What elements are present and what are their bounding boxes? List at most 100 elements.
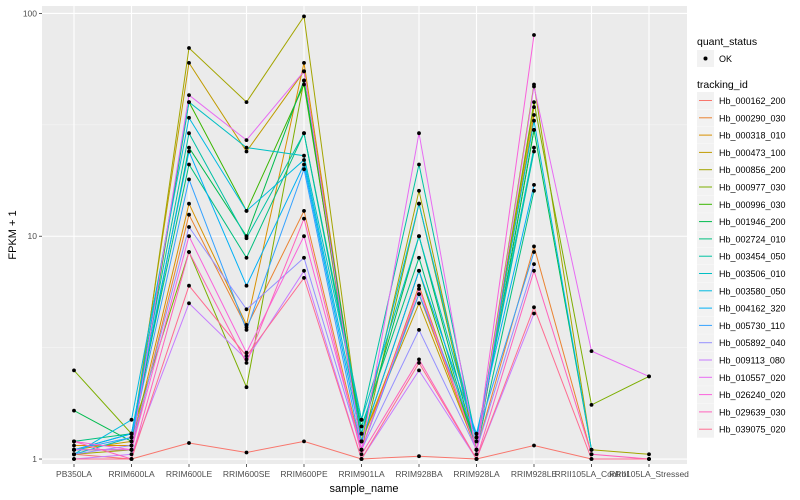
data-point bbox=[244, 255, 249, 260]
data-point bbox=[359, 447, 364, 452]
legend-label-Hb_005730_110: Hb_005730_110 bbox=[719, 321, 785, 331]
x-tick-label: RRIM928BA bbox=[395, 469, 443, 479]
panel-background bbox=[42, 6, 687, 464]
series-line-Hb_000290_030 bbox=[74, 209, 592, 455]
data-point bbox=[72, 457, 76, 461]
data-point bbox=[244, 138, 249, 143]
x-tick-label: RRII105LA_Control bbox=[555, 469, 629, 479]
data-point bbox=[359, 452, 364, 457]
data-point bbox=[417, 301, 421, 306]
data-point bbox=[532, 311, 536, 316]
x-tick-label: PB350LA bbox=[56, 469, 92, 479]
data-point bbox=[417, 234, 421, 239]
legend-label-Hb_000996_030: Hb_000996_030 bbox=[719, 200, 786, 210]
legend-label-Hb_002724_010: Hb_002724_010 bbox=[719, 234, 786, 244]
data-point bbox=[187, 131, 191, 136]
data-point bbox=[532, 149, 536, 154]
legend-title-tracking-id: tracking_id bbox=[697, 79, 748, 91]
data-point bbox=[187, 100, 191, 104]
data-point bbox=[302, 131, 306, 136]
data-point bbox=[129, 443, 134, 448]
data-point bbox=[532, 113, 536, 117]
data-point bbox=[187, 177, 191, 182]
legend-label-Hb_010557_020: Hb_010557_020 bbox=[719, 373, 786, 383]
data-point bbox=[532, 145, 536, 150]
data-point bbox=[187, 162, 191, 167]
data-point bbox=[417, 357, 421, 362]
data-point bbox=[72, 443, 76, 448]
data-point bbox=[589, 349, 594, 353]
data-point bbox=[302, 61, 306, 65]
data-point bbox=[532, 305, 536, 310]
data-point bbox=[417, 188, 421, 193]
data-point bbox=[474, 452, 479, 457]
data-point bbox=[244, 236, 249, 241]
data-point bbox=[302, 234, 306, 239]
data-point bbox=[302, 82, 306, 87]
data-point bbox=[417, 283, 421, 288]
data-point bbox=[417, 454, 421, 459]
data-point bbox=[72, 439, 76, 444]
y-tick-label: 1 bbox=[32, 454, 37, 464]
data-point bbox=[187, 301, 191, 306]
y-axis: 1 10 100 bbox=[23, 8, 42, 464]
x-tick-label: RRIM928LE bbox=[511, 469, 558, 479]
data-point bbox=[187, 212, 191, 217]
data-point bbox=[359, 457, 364, 461]
data-point bbox=[187, 115, 191, 120]
data-point bbox=[302, 153, 306, 158]
data-point bbox=[187, 145, 191, 150]
legend-label-Hb_000977_030: Hb_000977_030 bbox=[719, 183, 786, 193]
data-point bbox=[187, 234, 191, 239]
data-point bbox=[187, 46, 191, 50]
data-point bbox=[187, 61, 191, 65]
data-point bbox=[589, 457, 594, 461]
data-point bbox=[244, 361, 249, 365]
x-tick-label: RRIM600LA bbox=[108, 469, 155, 479]
data-point bbox=[532, 33, 536, 37]
data-point bbox=[129, 447, 134, 452]
data-point bbox=[532, 118, 536, 123]
legend-label-Hb_039075_020: Hb_039075_020 bbox=[719, 425, 786, 435]
data-point bbox=[187, 225, 191, 229]
legend-label-Hb_003454_050: Hb_003454_050 bbox=[719, 252, 786, 262]
data-point bbox=[244, 149, 249, 154]
data-point bbox=[647, 457, 651, 461]
legend-label-Hb_000473_100: Hb_000473_100 bbox=[719, 148, 786, 158]
series-line-Hb_003580_050 bbox=[73, 116, 592, 455]
data-point bbox=[417, 361, 421, 365]
legend-label-Hb_003580_050: Hb_003580_050 bbox=[719, 286, 786, 296]
legend: quant_status OK tracking_id Hb_000162_200 Hb… bbox=[697, 36, 786, 438]
legend-label-Hb_004162_320: Hb_004162_320 bbox=[719, 304, 786, 314]
data-point bbox=[417, 162, 421, 167]
data-point bbox=[302, 158, 306, 162]
data-point bbox=[129, 452, 134, 457]
legend-label-Hb_000856_200: Hb_000856_200 bbox=[719, 165, 786, 175]
data-point bbox=[474, 435, 479, 440]
data-point bbox=[187, 93, 191, 97]
data-point bbox=[244, 307, 249, 312]
data-point bbox=[417, 292, 421, 296]
data-point bbox=[589, 447, 594, 452]
data-point bbox=[244, 283, 249, 288]
data-point bbox=[244, 323, 249, 327]
data-point bbox=[532, 262, 536, 266]
legend-point-key bbox=[703, 56, 708, 61]
data-point bbox=[302, 268, 306, 273]
data-point bbox=[244, 350, 249, 355]
data-point bbox=[417, 328, 421, 332]
data-point bbox=[244, 209, 249, 213]
data-point bbox=[647, 452, 651, 457]
data-point bbox=[129, 431, 134, 436]
data-point bbox=[187, 149, 191, 154]
data-point bbox=[302, 167, 306, 172]
data-point bbox=[532, 84, 536, 89]
data-point bbox=[72, 408, 76, 413]
data-point bbox=[417, 255, 421, 260]
legend-label-Hb_001946_200: Hb_001946_200 bbox=[719, 217, 786, 227]
data-point bbox=[302, 439, 306, 444]
data-point bbox=[129, 417, 134, 422]
data-point bbox=[359, 431, 364, 436]
data-point bbox=[244, 354, 249, 358]
